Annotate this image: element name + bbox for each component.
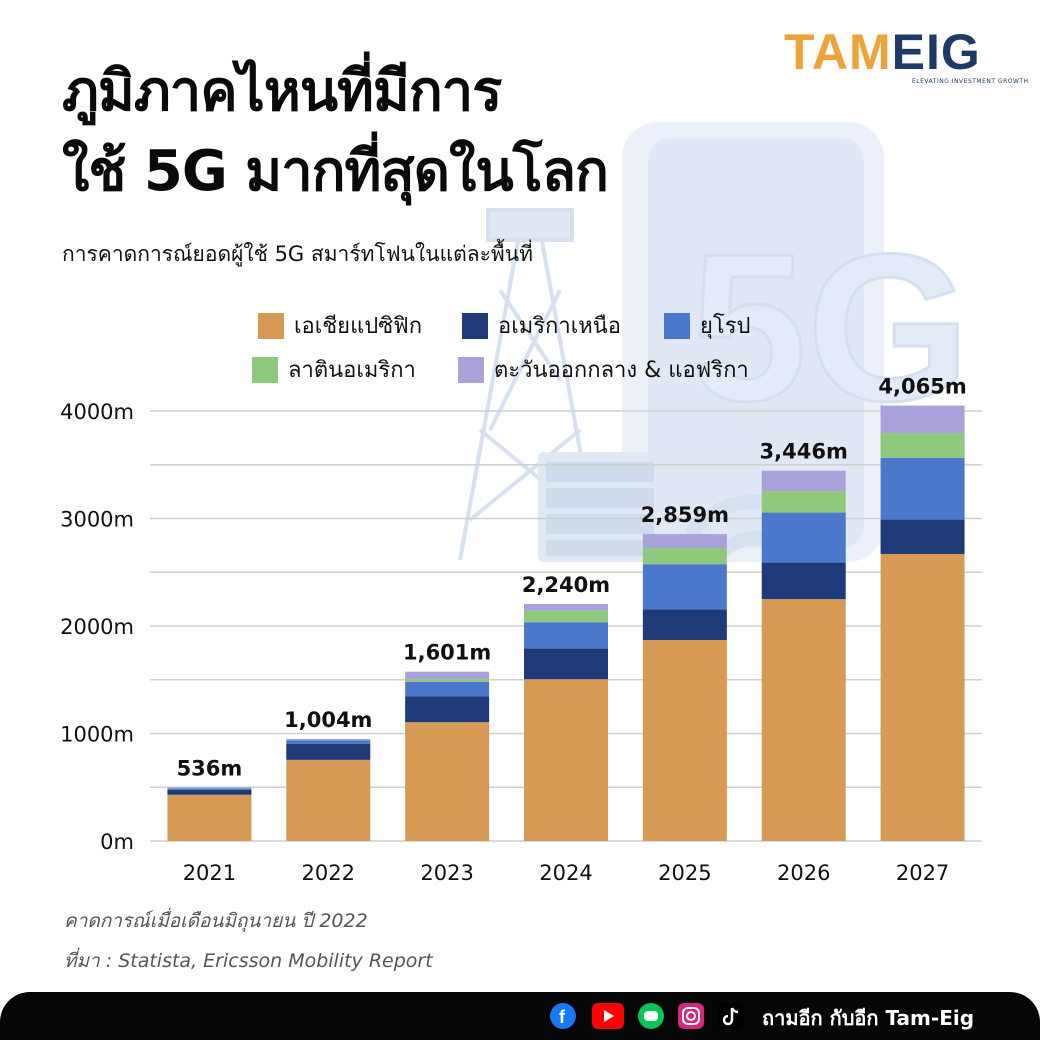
brand-part-1: TAM xyxy=(784,24,892,80)
stacked-bar-chart: 0m 1000m 2000m 3000m 4000m 536m 2021 1,004m 2022… xyxy=(60,375,982,885)
legend-swatch xyxy=(664,312,690,339)
bar-segment xyxy=(405,696,490,723)
x-tick-label: 2025 xyxy=(658,861,711,885)
total-label: 2,240m xyxy=(522,573,610,597)
bar-segment xyxy=(405,671,490,680)
line-icon[interactable] xyxy=(638,1003,664,1029)
bar-segment xyxy=(642,639,727,841)
brand-wordmark: TAMEIG xyxy=(784,24,1014,80)
bar-segment xyxy=(524,622,608,649)
legend-label: ยุโรป xyxy=(700,314,751,339)
x-tick-label: 2027 xyxy=(896,861,949,885)
bar-segment xyxy=(286,740,371,744)
svg-text:f: f xyxy=(559,1007,566,1027)
server-illustration xyxy=(538,452,662,562)
legend-item-middle-east-africa: ตะวันออกกลาง & แอฟริกา xyxy=(458,352,749,387)
legend-item-latin-america: ลาตินอเมริกา xyxy=(252,352,416,387)
legend-swatch xyxy=(252,356,278,383)
bar-segment xyxy=(761,562,846,600)
legend-label: อเมริกาเหนือ xyxy=(498,314,621,339)
bar-segment xyxy=(405,722,490,841)
bar-segment xyxy=(880,519,965,554)
legend-item-north-america: อเมริกาเหนือ xyxy=(462,308,621,343)
bar-segment xyxy=(286,739,371,741)
bar-segment xyxy=(880,457,965,520)
bar-segment xyxy=(761,491,846,513)
x-tick-label: 2021 xyxy=(183,861,236,885)
total-label: 1,601m xyxy=(403,641,491,665)
bar-segment xyxy=(880,433,965,458)
legend-label: ลาตินอเมริกา xyxy=(288,358,416,383)
bar-segment xyxy=(642,534,727,549)
forecast-note: คาดการณ์เมื่อเดือนมิถุนายน ปี 2022 xyxy=(64,910,368,932)
bar-segment xyxy=(167,788,252,790)
bar-segment xyxy=(761,599,846,841)
bar-segment xyxy=(167,787,252,789)
legend-swatch xyxy=(458,356,484,383)
y-tick-label: 3000m xyxy=(60,508,134,532)
bar-segment xyxy=(880,553,965,841)
total-label: 2,859m xyxy=(641,503,729,527)
bar-segment xyxy=(642,609,727,640)
y-tick-label: 4000m xyxy=(60,400,134,424)
y-tick-label: 1000m xyxy=(60,723,134,747)
legend-swatch xyxy=(462,312,488,339)
bar-segment xyxy=(405,679,490,682)
bar-segment xyxy=(167,789,252,795)
chart-notes: คาดการณ์เมื่อเดือนมิถุนายน ปี 2022 ที่มา… xyxy=(64,906,433,986)
footer-channel-name: ถามอีก กับอีก Tam-Eig xyxy=(762,1006,975,1030)
title-line-2: ใช้ 5G มากที่สุดในโลก xyxy=(62,139,609,204)
bar-segment xyxy=(642,564,727,610)
bar-segment xyxy=(524,648,608,680)
total-label: 536m xyxy=(177,756,243,780)
total-label: 1,004m xyxy=(284,708,372,732)
bar-segment xyxy=(761,512,846,563)
source-note: ที่มา : Statista, Ericsson Mobility Repo… xyxy=(64,950,433,972)
brand-part-2: EIG xyxy=(891,24,981,80)
instagram-icon[interactable] xyxy=(678,1003,704,1029)
bar-segment xyxy=(286,738,371,740)
bar-segment xyxy=(642,548,727,565)
x-tick-label: 2022 xyxy=(302,861,355,885)
y-tick-label: 2000m xyxy=(60,615,134,639)
bar-segment xyxy=(524,610,608,623)
bar-segment xyxy=(524,603,608,611)
brand-tagline: ELEVATING INVESTMENT GROWTH xyxy=(912,78,1029,85)
bar-segment xyxy=(286,743,371,760)
bar-segment xyxy=(880,405,965,434)
legend-label: ตะวันออกกลาง & แอฟริกา xyxy=(494,358,749,383)
legend-swatch xyxy=(258,312,284,339)
facebook-icon[interactable]: f xyxy=(550,1003,576,1029)
x-tick-label: 2024 xyxy=(539,861,592,885)
legend-label: เอเชียแปซิฟิก xyxy=(294,314,423,339)
youtube-icon[interactable] xyxy=(592,1003,624,1029)
bar-segment xyxy=(761,470,846,492)
x-tick-label: 2023 xyxy=(420,861,473,885)
total-label: 4,065m xyxy=(878,375,966,399)
footer-bar: f ถามอีก กับอีก Tam-Eig xyxy=(0,992,1040,1040)
bar-segment xyxy=(405,681,490,697)
bar-segment xyxy=(286,759,371,841)
total-label: 3,446m xyxy=(760,440,848,464)
subtitle: การคาดการณ์ยอดผู้ใช้ 5G สมาร์ทโฟนในแต่ละ… xyxy=(62,242,533,266)
bar-segment xyxy=(167,794,252,841)
bar-segment xyxy=(524,679,608,841)
x-tick-label: 2026 xyxy=(777,861,830,885)
legend-item-asia-pacific: เอเชียแปซิฟิก xyxy=(258,308,422,343)
page-title: ภูมิภาคไหนที่มีการ ใช้ 5G มากที่สุดในโลก xyxy=(62,52,609,212)
legend-item-europe: ยุโรป xyxy=(664,308,751,343)
brand-logo: TAMEIG ELEVATING INVESTMENT GROWTH xyxy=(784,24,1028,94)
tiktok-icon[interactable] xyxy=(718,1003,744,1029)
y-tick-label: 0m xyxy=(100,830,134,854)
title-line-1: ภูมิภาคไหนที่มีการ xyxy=(62,59,502,124)
